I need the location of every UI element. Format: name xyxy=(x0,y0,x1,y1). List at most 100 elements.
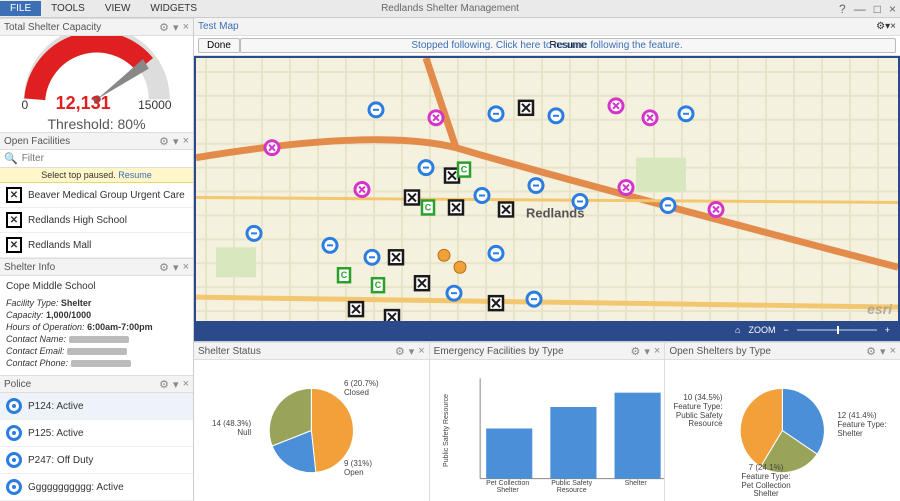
pie-label: 7 (24.1%)Feature Type:Pet CollectionShel… xyxy=(741,464,790,499)
bar-label: Shelter xyxy=(606,480,666,487)
chevron-down-icon[interactable]: ▾ xyxy=(880,345,886,358)
map-header: Test Map ⚙▾× xyxy=(194,18,900,36)
close-icon[interactable]: × xyxy=(889,2,896,16)
redacted-text xyxy=(69,336,129,343)
panel-close-icon[interactable]: × xyxy=(183,21,189,34)
si-cname-label: Contact Name: xyxy=(6,334,66,344)
open-shelters-chart: 10 (34.5%)Feature Type:Public SafetyReso… xyxy=(665,360,900,501)
police-icon xyxy=(6,398,22,414)
minimize-icon[interactable]: — xyxy=(854,2,866,16)
panel-close-icon[interactable]: × xyxy=(183,378,189,391)
facilities-list: Beaver Medical Group Urgent Care Redlands… xyxy=(0,183,193,258)
menu-file[interactable]: FILE xyxy=(0,1,41,16)
chevron-down-icon[interactable]: ▾ xyxy=(644,345,650,358)
panel-close-icon[interactable]: × xyxy=(654,345,660,358)
shelter-info-body: Cope Middle School Facility Type: Shelte… xyxy=(0,276,193,373)
pie-label: 14 (48.3%)Null xyxy=(212,420,251,438)
resume-follow-link[interactable]: Stopped following. Click here to resume … xyxy=(411,40,682,51)
zoom-label: ZOOM xyxy=(748,325,775,335)
menu-tools[interactable]: TOOLS xyxy=(41,1,95,16)
menu-widgets[interactable]: WIDGETS xyxy=(140,1,207,16)
shelter-icon xyxy=(6,237,22,253)
svg-text:C: C xyxy=(375,280,382,290)
chevron-down-icon[interactable]: ▾ xyxy=(173,135,179,148)
shelter-icon xyxy=(6,187,22,203)
gauge-header: Total Shelter Capacity ⚙ ▾ × xyxy=(0,18,193,36)
emerg-chart: Public Safety Resource Pet Collection She… xyxy=(430,360,665,501)
police-item[interactable]: P247: Off Duty xyxy=(0,447,193,474)
shelter-info-title: Shelter Info xyxy=(4,262,159,273)
zoom-in-icon[interactable]: + xyxy=(885,325,890,335)
police-item[interactable]: Ggggggggggg: Active xyxy=(0,474,193,501)
home-icon[interactable]: ⌂ xyxy=(735,325,740,335)
chevron-down-icon[interactable]: ▾ xyxy=(173,21,179,34)
notice-resume-link[interactable]: Resume xyxy=(118,170,152,180)
gauge-threshold: Threshold: 80% xyxy=(47,116,145,132)
svg-text:C: C xyxy=(461,165,468,175)
chevron-down-icon[interactable]: ▾ xyxy=(173,261,179,274)
zoom-slider[interactable] xyxy=(797,329,877,331)
done-button[interactable]: Done xyxy=(198,38,240,53)
map-canvas[interactable]: RedlandsCCCC esri ⌂ ZOOM − + xyxy=(194,56,900,341)
pie-label: 12 (41.4%)Feature Type:Shelter xyxy=(837,412,886,438)
gear-icon[interactable]: ⚙ xyxy=(159,378,169,391)
police-label: P124: Active xyxy=(28,401,84,412)
chevron-down-icon[interactable]: ▾ xyxy=(173,378,179,391)
shelter-status-chart: 14 (48.3%)Null6 (20.7%)Closed9 (31%)Open xyxy=(194,360,429,501)
panel-close-icon[interactable]: × xyxy=(418,345,424,358)
bar-label: Pet Collection Shelter xyxy=(478,480,538,494)
svg-text:C: C xyxy=(425,202,432,212)
open-shelters-panel: Open Shelters by Type⚙ ▾ × 10 (34.5%)Featu… xyxy=(665,342,900,501)
filter-row: 🔍 xyxy=(0,150,193,168)
help-icon[interactable]: ? xyxy=(839,2,846,16)
filter-input[interactable] xyxy=(22,153,189,164)
gauge-title: Total Shelter Capacity xyxy=(4,22,159,33)
gear-icon[interactable]: ⚙ xyxy=(631,345,641,358)
left-sidebar: Total Shelter Capacity ⚙▾× 0 12,131 1500… xyxy=(0,18,194,501)
facility-item[interactable]: Redlands Mall xyxy=(0,233,193,258)
map-footer: ⌂ ZOOM − + xyxy=(196,321,898,339)
facility-label: Beaver Medical Group Urgent Care xyxy=(28,190,185,201)
esri-logo: esri xyxy=(867,301,892,317)
svg-text:C: C xyxy=(341,270,348,280)
emergency-facilities-panel: Emergency Facilities by Type⚙▾ × Public S… xyxy=(430,342,666,501)
gauge-max: 15000 xyxy=(138,98,171,112)
police-list: P124: Active P125: ActiveP247: Off Duty Gg… xyxy=(0,393,193,501)
gear-icon[interactable]: ⚙ xyxy=(395,345,405,358)
gear-icon[interactable]: ⚙ xyxy=(159,21,169,34)
police-header: Police ⚙▾× xyxy=(0,375,193,393)
open-shelters-title: Open Shelters by Type xyxy=(669,346,866,357)
police-label: Ggggggggggg: Active xyxy=(28,482,124,493)
facility-label: Redlands Mall xyxy=(28,240,91,251)
chevron-down-icon[interactable]: ▾ xyxy=(409,345,415,358)
police-icon xyxy=(6,479,22,495)
shelter-status-panel: Shelter Status⚙▾× 14 (48.3%)Null6 (20.7%… xyxy=(194,342,430,501)
shelter-info-header: Shelter Info ⚙ ▾ × xyxy=(0,258,193,276)
notice-text: Select top paused. xyxy=(41,170,116,180)
maximize-icon[interactable]: □ xyxy=(874,2,881,16)
panel-close-icon[interactable]: × xyxy=(183,261,189,274)
si-cap-label: Capacity: xyxy=(6,310,44,320)
gear-icon[interactable]: ⚙ xyxy=(866,345,876,358)
map-title: Test Map xyxy=(198,21,239,32)
facility-item[interactable]: Redlands High School xyxy=(0,208,193,233)
police-item[interactable]: P125: Active xyxy=(0,420,193,447)
si-type-value: Shelter xyxy=(61,298,92,308)
svg-text:Public Safety Resource: Public Safety Resource xyxy=(443,394,450,467)
panel-close-icon[interactable]: × xyxy=(890,345,896,358)
panel-close-icon[interactable]: × xyxy=(183,135,189,148)
menu-view[interactable]: VIEW xyxy=(95,1,141,16)
shelter-icon xyxy=(6,212,22,228)
panel-close-icon[interactable]: × xyxy=(890,21,896,32)
gear-icon[interactable]: ⚙ xyxy=(159,135,169,148)
facility-item[interactable]: Beaver Medical Group Urgent Care xyxy=(0,183,193,208)
si-hours-label: Hours of Operation: xyxy=(6,322,85,332)
open-facilities-title: Open Facilities xyxy=(4,136,159,147)
gear-icon[interactable]: ⚙ xyxy=(876,21,885,32)
facility-label: Redlands High School xyxy=(28,215,127,226)
gear-icon[interactable]: ⚙ xyxy=(159,261,169,274)
emerg-title: Emergency Facilities by Type xyxy=(434,346,631,357)
police-item[interactable]: P124: Active xyxy=(0,393,193,420)
zoom-out-icon[interactable]: − xyxy=(783,325,788,335)
police-icon xyxy=(6,452,22,468)
